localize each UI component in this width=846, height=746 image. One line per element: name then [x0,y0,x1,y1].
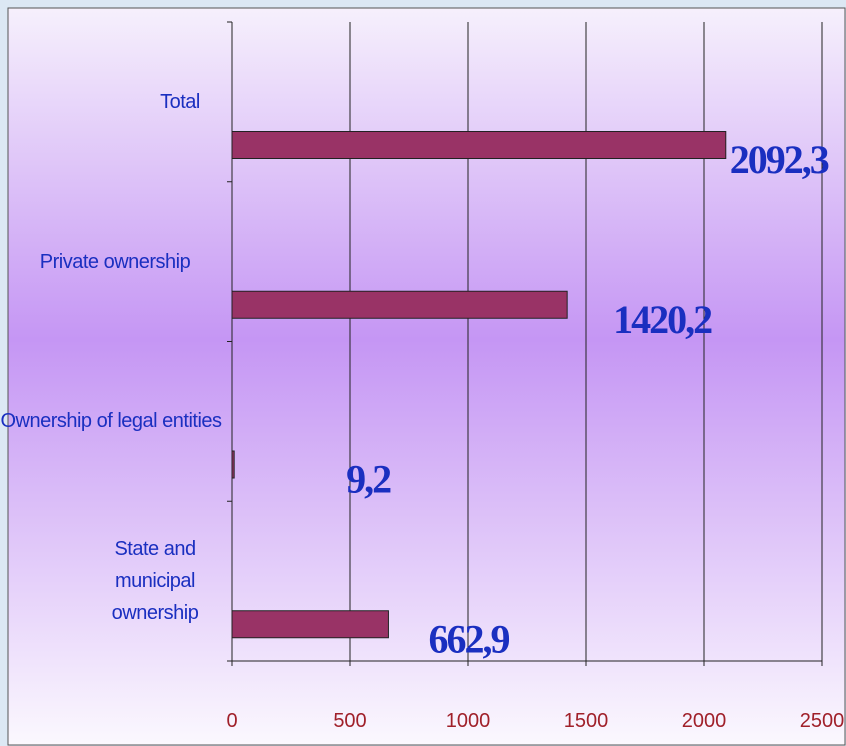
category-label-box: State and municipal ownership [90,501,220,661]
category-label-box: Total [140,22,220,182]
category-label-wrap: Total [140,22,220,182]
value-label: 1420,2 [613,297,712,342]
category-label: State and municipal ownership [111,538,199,625]
value-label: 2092,3 [730,137,829,182]
chart-background [7,7,846,746]
category-label: Ownership of legal entities [0,410,222,433]
bar [231,610,389,639]
bar [231,450,235,479]
category-label-wrap: State and municipal ownership [90,501,220,661]
x-tick-label: 2000 [682,710,727,732]
x-tick-label: 1500 [564,710,609,732]
value-label: 9,2 [346,457,391,502]
category-label-wrap: Private ownership [10,182,220,342]
x-tick-label: 1000 [446,710,491,732]
category-label-box: Ownership of legal entities [0,342,222,502]
bar [231,290,568,319]
bar [231,131,727,159]
category-label: Private ownership [39,250,191,273]
value-label: 662,9 [428,616,509,661]
x-tick-label: 500 [333,710,366,732]
category-label-wrap: Ownership of legal entities [0,342,222,502]
x-tick-label: 0 [226,710,237,732]
category-label: Total [160,90,200,113]
category-label-box: Private ownership [10,182,220,342]
x-tick-label: 2500 [800,710,845,732]
